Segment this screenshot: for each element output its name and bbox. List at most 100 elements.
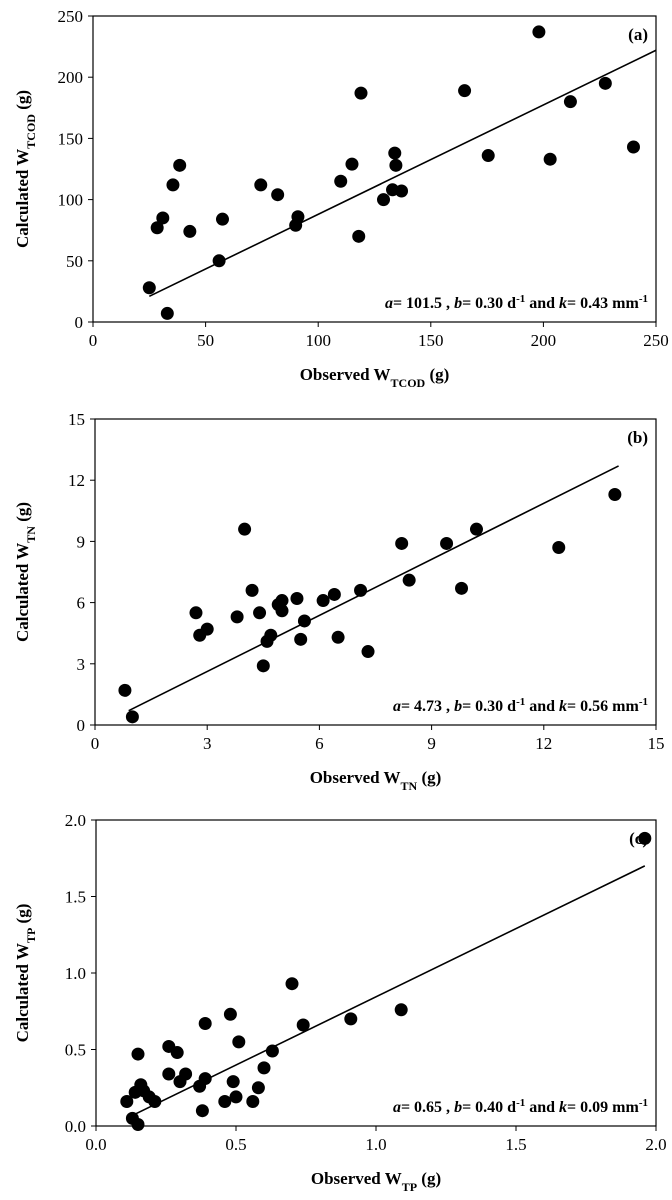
x-tick-label: 0.5	[225, 1135, 246, 1154]
data-point	[232, 1035, 246, 1049]
y-tick-label: 6	[77, 594, 86, 613]
x-tick-label: 150	[418, 331, 444, 350]
data-point	[395, 184, 409, 198]
data-point	[345, 157, 359, 171]
data-point	[120, 1095, 134, 1109]
data-point	[215, 212, 229, 226]
data-point	[257, 1061, 271, 1075]
data-point	[377, 193, 391, 207]
data-point	[256, 659, 270, 673]
data-point	[200, 622, 214, 636]
y-tick-label: 50	[66, 252, 83, 271]
panel-label: (b)	[627, 428, 648, 447]
y-tick-label: 1.0	[65, 964, 86, 983]
x-tick-label: 50	[197, 331, 214, 350]
data-point	[212, 254, 226, 268]
data-point	[394, 1003, 408, 1017]
data-point	[275, 594, 289, 608]
data-point	[229, 1090, 243, 1104]
x-tick-label: 0	[91, 734, 100, 753]
data-point	[264, 628, 278, 642]
y-tick-label: 2.0	[65, 811, 86, 830]
data-point	[230, 610, 244, 624]
data-point	[166, 178, 180, 192]
parameter-annotation: a= 101.5 , b= 0.30 d-1 and k= 0.43 mm-1	[385, 293, 648, 312]
data-point	[543, 152, 557, 166]
y-tick-label: 200	[58, 68, 84, 87]
data-point	[388, 146, 402, 160]
x-axis-title: Observed WTN (g)	[310, 768, 442, 793]
data-point	[160, 306, 174, 320]
x-tick-label: 15	[648, 734, 665, 753]
parameter-annotation: a= 4.73 , b= 0.30 d-1 and k= 0.56 mm-1	[393, 696, 648, 715]
y-axis-title: Calculated WTP (g)	[13, 904, 38, 1043]
data-point	[142, 281, 156, 295]
data-point	[458, 84, 472, 98]
x-tick-label: 100	[305, 331, 331, 350]
y-tick-label: 100	[58, 191, 84, 210]
data-point	[189, 606, 203, 620]
x-tick-label: 1.0	[365, 1135, 386, 1154]
data-point	[251, 1081, 265, 1095]
data-point	[327, 587, 341, 601]
x-tick-label: 2.0	[645, 1135, 666, 1154]
data-point	[331, 630, 345, 644]
data-point	[183, 224, 197, 238]
data-point	[265, 1044, 279, 1058]
y-tick-label: 3	[77, 655, 86, 674]
data-point	[223, 1007, 237, 1021]
x-tick-label: 0	[89, 331, 98, 350]
data-point	[440, 536, 454, 550]
data-point	[226, 1075, 240, 1089]
parameter-annotation: a= 0.65 , b= 0.40 d-1 and k= 0.09 mm-1	[393, 1097, 648, 1116]
x-tick-label: 12	[535, 734, 552, 753]
data-point	[131, 1117, 145, 1131]
data-point	[218, 1095, 232, 1109]
data-point	[156, 211, 170, 225]
y-tick-label: 15	[68, 410, 85, 429]
data-point	[354, 86, 368, 100]
x-tick-label: 250	[643, 331, 669, 350]
data-point	[291, 210, 305, 224]
data-point	[245, 583, 259, 597]
data-point	[563, 95, 577, 109]
x-tick-label: 1.5	[505, 1135, 526, 1154]
data-point	[131, 1047, 145, 1061]
data-point	[608, 487, 622, 501]
data-point	[170, 1046, 184, 1060]
x-tick-label: 9	[427, 734, 436, 753]
y-tick-label: 0	[75, 313, 84, 332]
data-point	[455, 581, 469, 595]
x-axis-title: Observed WTCOD (g)	[300, 365, 450, 390]
data-point	[626, 140, 640, 154]
data-point	[162, 1067, 176, 1081]
plot-frame	[92, 15, 657, 323]
y-tick-label: 12	[68, 471, 85, 490]
data-point	[361, 645, 375, 659]
data-point	[354, 583, 368, 597]
data-point	[198, 1016, 212, 1030]
data-point	[638, 831, 652, 845]
data-point	[254, 178, 268, 192]
chart-panel-2: 0 3 6 9 12 15 0 3 6 9 12 15 (b) a= 4.73 , b= 0.30 d-1…	[13, 410, 665, 793]
data-point	[246, 1095, 260, 1109]
data-point	[296, 1018, 310, 1032]
data-point	[334, 174, 348, 188]
panel-label: (c)	[629, 829, 648, 848]
data-point	[275, 604, 289, 618]
y-tick-label: 150	[58, 129, 84, 148]
data-point	[481, 149, 495, 163]
data-point	[352, 229, 366, 243]
x-tick-label: 200	[531, 331, 557, 350]
data-point	[402, 573, 416, 587]
data-point	[198, 1072, 212, 1086]
data-point	[179, 1067, 193, 1081]
data-point	[598, 76, 612, 90]
fit-line	[148, 49, 657, 298]
x-axis-title: Observed WTP (g)	[311, 1169, 441, 1194]
data-point	[285, 977, 299, 991]
data-point	[290, 592, 304, 606]
x-tick-label: 6	[315, 734, 324, 753]
y-tick-label: 250	[58, 7, 84, 26]
